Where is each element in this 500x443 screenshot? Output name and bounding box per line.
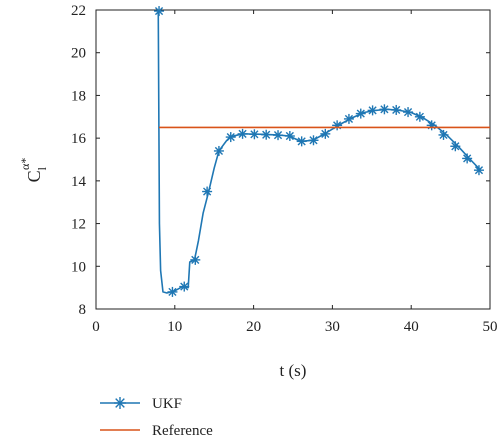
data-point-ukf [261, 129, 272, 140]
data-point-ukf [225, 132, 236, 143]
data-point-ukf [367, 105, 378, 116]
data-point-ukf [438, 129, 449, 140]
legend-label: UKF [152, 396, 182, 412]
data-point-ukf [154, 6, 165, 17]
series-line-ukf [157, 9, 482, 294]
data-point-ukf [403, 107, 414, 118]
data-point-ukf [237, 128, 248, 139]
data-point-ukf [190, 254, 201, 265]
data-point-ukf [320, 128, 331, 139]
x-tick-label: 10 [167, 319, 182, 335]
legend-label: Reference [152, 423, 213, 439]
data-point-ukf [355, 108, 366, 119]
y-tick-label: 10 [71, 259, 86, 275]
y-tick-label: 12 [71, 217, 86, 233]
data-point-ukf [391, 104, 402, 115]
data-point-ukf [202, 186, 213, 197]
plot-frame [95, 9, 491, 310]
legend-marker [114, 397, 126, 409]
y-tick-label: 22 [71, 3, 86, 19]
data-point-ukf [473, 165, 484, 176]
y-axis-label: Clα* [18, 158, 49, 183]
x-tick-label: 20 [246, 319, 261, 335]
y-tick-label: 18 [71, 88, 86, 104]
data-point-ukf [343, 113, 354, 124]
legend-item-ukf: UKF [100, 396, 182, 412]
data-point-ukf [332, 120, 343, 131]
y-tick-label: 16 [71, 131, 87, 147]
data-point-ukf [462, 153, 473, 164]
x-axis-label: t (s) [280, 361, 307, 380]
legend: UKF Reference [100, 396, 213, 439]
y-tick-label: 14 [71, 174, 87, 190]
y-axis-label-subscript: l [35, 166, 49, 170]
data-point-ukf [249, 129, 260, 140]
data-point-ukf [308, 135, 319, 146]
data-point-ukf [296, 136, 307, 147]
data-point-ukf [273, 130, 284, 141]
data-point-ukf [284, 131, 295, 142]
x-tick-label: 30 [325, 319, 340, 335]
x-tick-label: 40 [404, 319, 419, 335]
legend-item-reference: Reference [100, 423, 213, 439]
x-tick-label: 50 [483, 319, 498, 335]
y-axis-label-base: C [24, 170, 44, 182]
data-point-ukf [414, 111, 425, 122]
data-point-ukf [426, 120, 437, 131]
data-point-ukf [379, 104, 390, 115]
data-point-ukf [213, 145, 224, 156]
series-layer [154, 6, 490, 297]
y-tick-label: 8 [79, 302, 87, 318]
y-tick-label: 20 [71, 46, 86, 62]
data-point-ukf [179, 281, 190, 292]
data-point-ukf [167, 286, 178, 297]
y-axis-label-superscript: α* [18, 158, 32, 170]
data-point-ukf [450, 141, 461, 152]
axes: 0 10 20 30 40 50 8 10 12 14 16 18 20 22 [71, 3, 498, 335]
x-tick-label: 0 [92, 319, 100, 335]
